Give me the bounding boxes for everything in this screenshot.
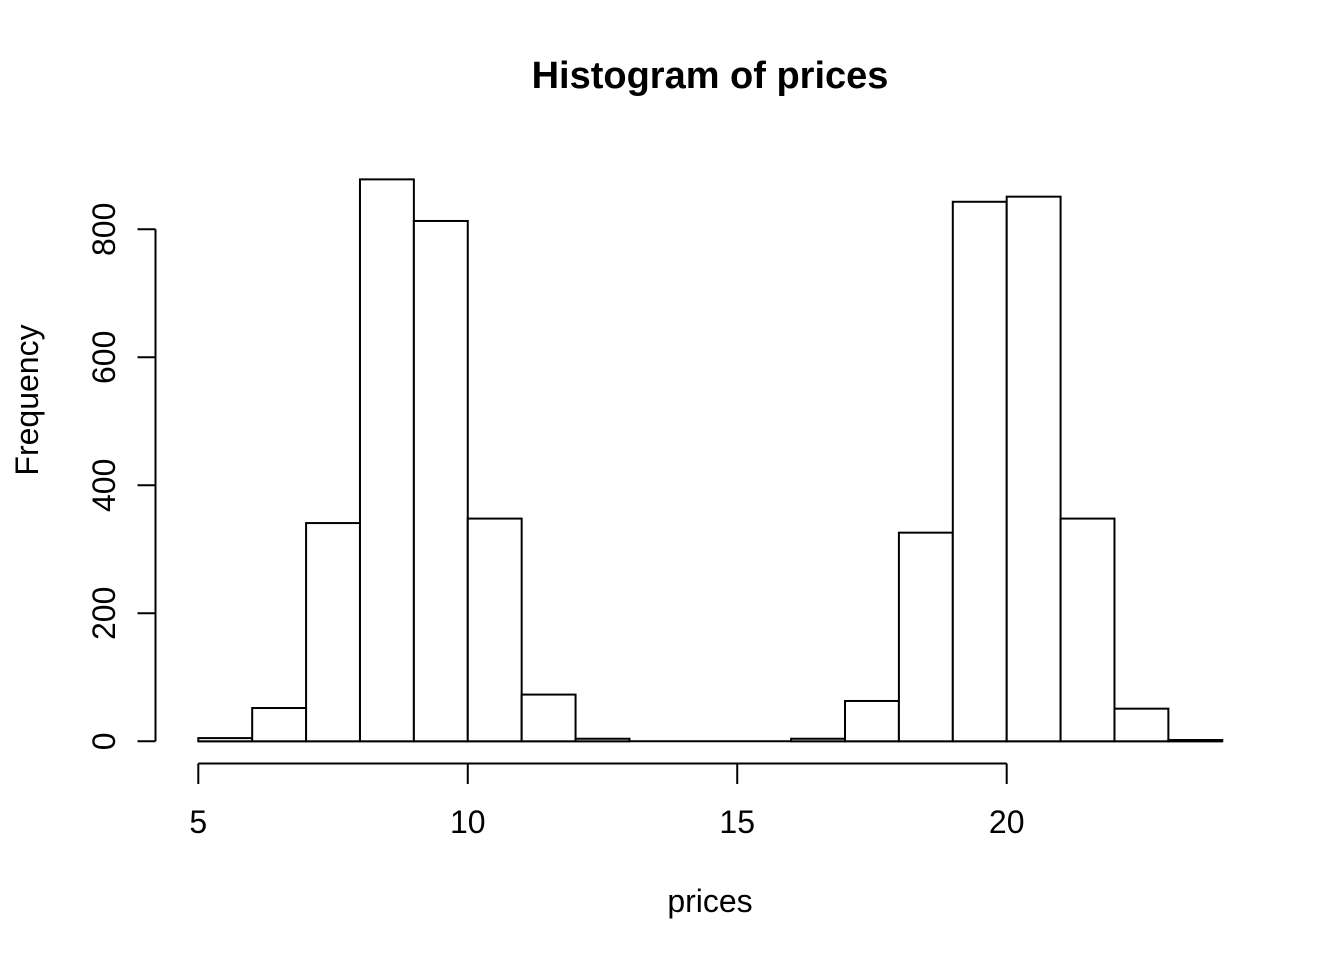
y-tick-label: 0 bbox=[86, 732, 122, 750]
histogram-bar bbox=[197, 737, 254, 743]
histogram-bar bbox=[466, 517, 523, 743]
x-tick-label: 20 bbox=[989, 804, 1025, 840]
x-tick-label: 15 bbox=[719, 804, 755, 840]
x-tick-label: 10 bbox=[450, 804, 486, 840]
y-tick-label: 200 bbox=[86, 587, 122, 640]
histogram-bar bbox=[574, 737, 631, 743]
histogram-bar bbox=[251, 707, 308, 743]
y-tick-label: 600 bbox=[86, 331, 122, 384]
y-tick-label: 400 bbox=[86, 459, 122, 512]
chart-title: Histogram of prices bbox=[531, 55, 889, 97]
histogram-bar bbox=[305, 522, 361, 743]
histogram-bar bbox=[1167, 739, 1224, 743]
histogram-bar bbox=[1113, 707, 1170, 743]
x-axis-label: prices bbox=[667, 883, 753, 919]
y-tick-label: 800 bbox=[86, 203, 122, 256]
x-tick-label: 5 bbox=[189, 804, 207, 840]
histogram-bar bbox=[520, 693, 577, 743]
histogram-bar bbox=[844, 699, 900, 743]
histogram-bar bbox=[1005, 195, 1062, 743]
histogram-bar bbox=[790, 737, 847, 743]
histogram-bar bbox=[412, 219, 469, 743]
y-axis-label: Frequency bbox=[9, 324, 45, 476]
histogram-bar bbox=[358, 178, 415, 743]
histogram-bar bbox=[951, 200, 1008, 743]
histogram-bar bbox=[897, 531, 954, 743]
histogram-bar bbox=[1059, 517, 1116, 743]
